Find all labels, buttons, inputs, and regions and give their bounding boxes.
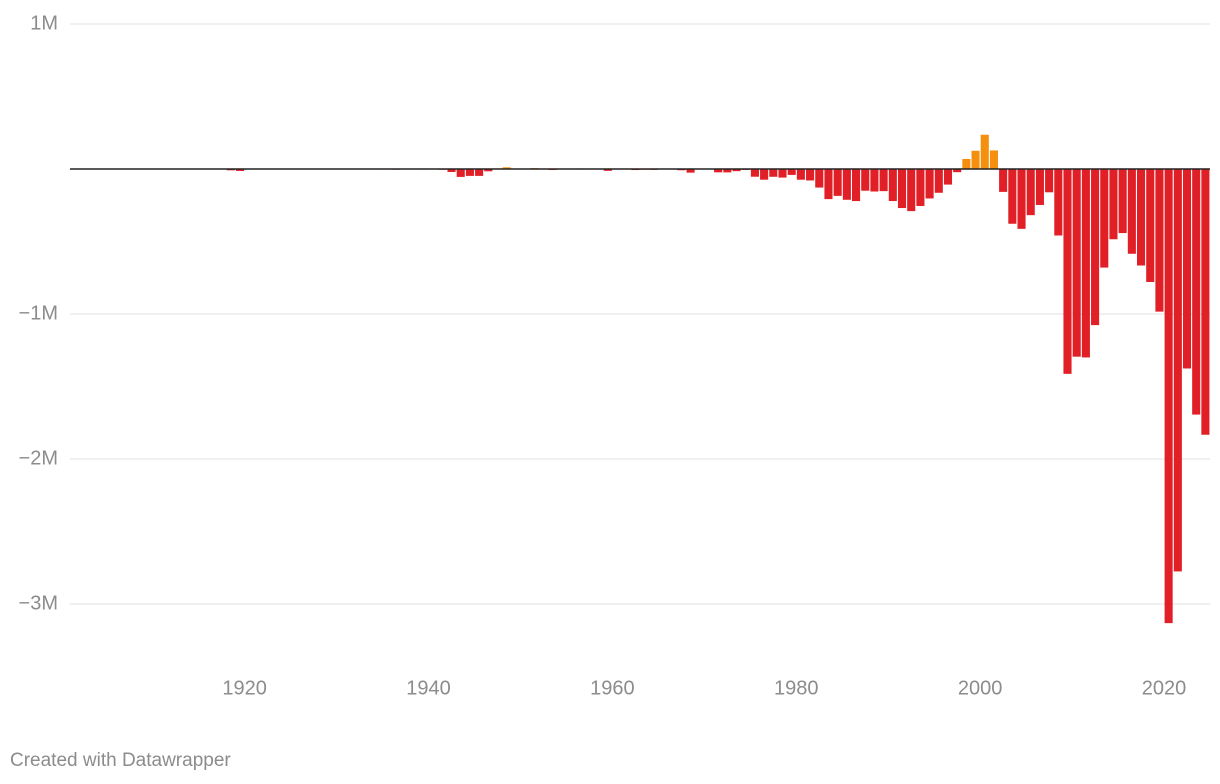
bar [502,167,511,169]
bar [1081,169,1090,358]
bar [842,169,851,200]
bar [971,150,980,169]
bar [1109,169,1118,240]
bar [1054,169,1063,236]
bar [456,169,465,177]
bar [484,169,493,172]
bar [603,169,612,171]
bar [1164,169,1173,624]
bar [1155,169,1164,312]
bar [943,169,953,185]
bar [686,169,695,173]
x-tick-label: 2020 [1142,677,1187,699]
bar [861,169,870,191]
bar [1192,169,1201,415]
bar [1100,169,1109,268]
bar [447,169,456,172]
bar [778,169,787,178]
bar [1045,169,1054,193]
bar [1127,169,1136,254]
bar [1091,169,1100,326]
bar [989,150,998,169]
bar [760,169,769,180]
bar [787,169,796,175]
bar [999,169,1008,192]
bar [732,169,741,172]
bar [980,134,989,169]
bar [475,169,484,176]
bar [465,169,474,176]
y-tick-label: −1M [19,302,58,324]
x-tick-label: 2000 [958,677,1003,699]
x-tick-label: 1980 [774,677,819,699]
bar [824,169,833,200]
y-tick-label: 1M [30,12,58,34]
bar [897,169,907,209]
bar [888,169,897,202]
bar [1201,169,1210,435]
bar [815,169,824,188]
bar [934,169,943,193]
bar [1017,169,1026,229]
bar [925,169,934,199]
x-tick-label: 1960 [590,677,635,699]
footer: Created with Datawrapper [10,750,231,771]
bar [916,169,925,206]
bar [796,169,805,180]
x-tick-label: 1920 [222,677,267,699]
bar [852,169,861,202]
x-tick-label: 1940 [406,677,451,699]
bar [1072,169,1081,357]
bar [833,169,842,196]
bar [1173,169,1182,572]
bar [953,169,962,173]
bar [1146,169,1155,282]
bar [723,169,732,173]
bar [1137,169,1146,266]
bar [1118,169,1127,234]
bar [1008,169,1017,224]
bar [1063,169,1072,374]
bar [962,158,971,169]
bar [750,169,759,177]
bar [907,169,916,212]
y-tick-label: −3M [19,592,58,614]
bar [1035,169,1044,205]
bar [870,169,879,192]
y-tick-label: −2M [19,447,58,469]
bar [806,169,815,181]
bar [1182,169,1192,369]
bar [769,169,778,177]
bar [714,169,723,173]
bar [879,169,888,192]
bar [236,169,245,171]
bar [1026,169,1035,216]
